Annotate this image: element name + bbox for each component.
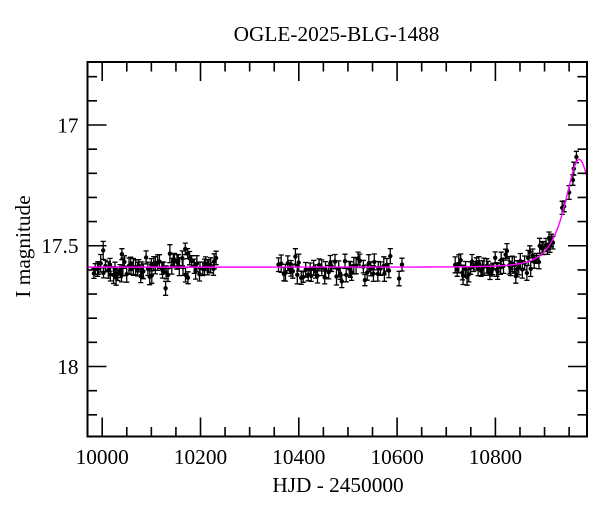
svg-text:I magnitude: I magnitude bbox=[11, 195, 35, 297]
svg-text:10000: 10000 bbox=[76, 445, 129, 469]
svg-text:10600: 10600 bbox=[370, 445, 423, 469]
svg-text:17: 17 bbox=[57, 113, 79, 137]
svg-text:HJD - 2450000: HJD - 2450000 bbox=[272, 473, 403, 497]
svg-text:OGLE-2025-BLG-1488: OGLE-2025-BLG-1488 bbox=[234, 22, 440, 46]
svg-text:10800: 10800 bbox=[469, 445, 522, 469]
svg-text:10200: 10200 bbox=[174, 445, 227, 469]
svg-text:10400: 10400 bbox=[272, 445, 325, 469]
svg-text:18: 18 bbox=[57, 355, 78, 379]
svg-text:17.5: 17.5 bbox=[41, 234, 78, 258]
